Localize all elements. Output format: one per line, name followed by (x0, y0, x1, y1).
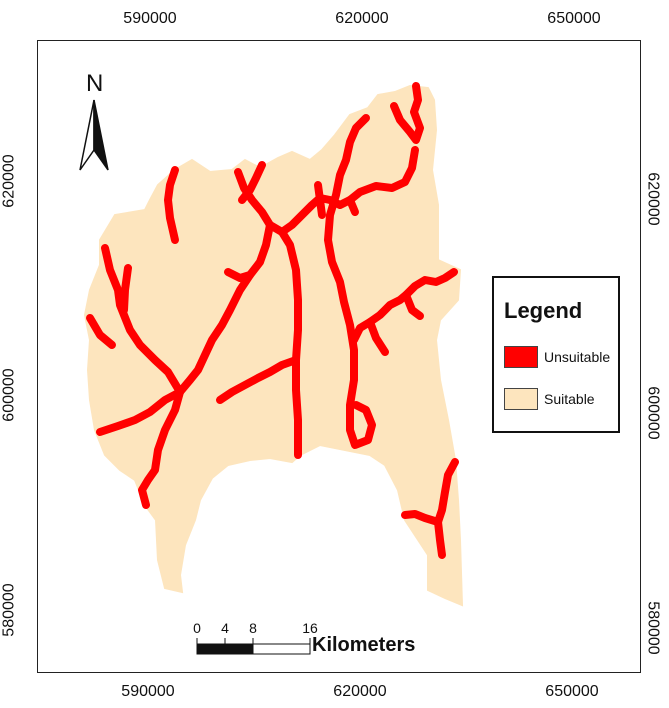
bottom-tick-590000: 590000 (121, 683, 175, 700)
legend-label-suitable: Suitable (544, 391, 595, 407)
stream-4 (346, 196, 359, 216)
stream-17 (216, 356, 300, 404)
scale-bar (196, 638, 311, 655)
stream-10 (224, 268, 254, 282)
north-arrow (79, 99, 109, 171)
stream-19 (402, 291, 424, 320)
unsuitable-streams (86, 82, 459, 559)
stream-20 (366, 318, 389, 356)
legend-box: Legend Unsuitable Suitable (492, 276, 620, 433)
legend-title: Legend (504, 298, 583, 323)
bottom-tick-620000: 620000 (333, 683, 387, 700)
stream-21 (401, 458, 459, 526)
stream-5 (314, 181, 326, 219)
stream-3 (278, 146, 419, 236)
scale-label-0: 0 (193, 620, 201, 636)
top-tick-620000: 620000 (335, 10, 389, 27)
legend-label-unsuitable: Unsuitable (544, 349, 611, 365)
stream-8 (278, 228, 302, 459)
stream-15 (96, 388, 184, 436)
north-arrow-right-half (93, 99, 109, 171)
map-frame (37, 40, 641, 673)
scale-seg-2 (224, 643, 254, 655)
scale-unit: Kilometers (312, 634, 416, 656)
stream-14 (86, 314, 116, 349)
stream-9 (176, 221, 274, 396)
scale-seg-1 (196, 643, 226, 655)
north-label: N (86, 70, 104, 97)
legend-swatch-suitable (504, 388, 538, 410)
stream-1 (390, 82, 424, 144)
north-arrow-left-half (79, 99, 95, 171)
legend-swatch-unsuitable (504, 346, 538, 368)
top-tick-650000: 650000 (547, 10, 601, 27)
stream-22 (434, 518, 446, 559)
scale-label-4: 4 (221, 620, 229, 636)
bottom-tick-650000: 650000 (545, 683, 599, 700)
stream-2 (324, 114, 376, 449)
legend-item-suitable: Suitable (504, 388, 595, 410)
scale-label-16: 16 (302, 620, 318, 636)
legend-item-unsuitable: Unsuitable (504, 346, 610, 368)
stream-11 (164, 166, 179, 244)
scale-label-8: 8 (249, 620, 257, 636)
scale-seg-3 (252, 643, 311, 655)
suitable-region (83, 84, 464, 607)
stream-12 (101, 244, 184, 396)
top-tick-590000: 590000 (123, 10, 177, 27)
stream-16 (138, 388, 184, 509)
stream-13 (120, 264, 132, 314)
